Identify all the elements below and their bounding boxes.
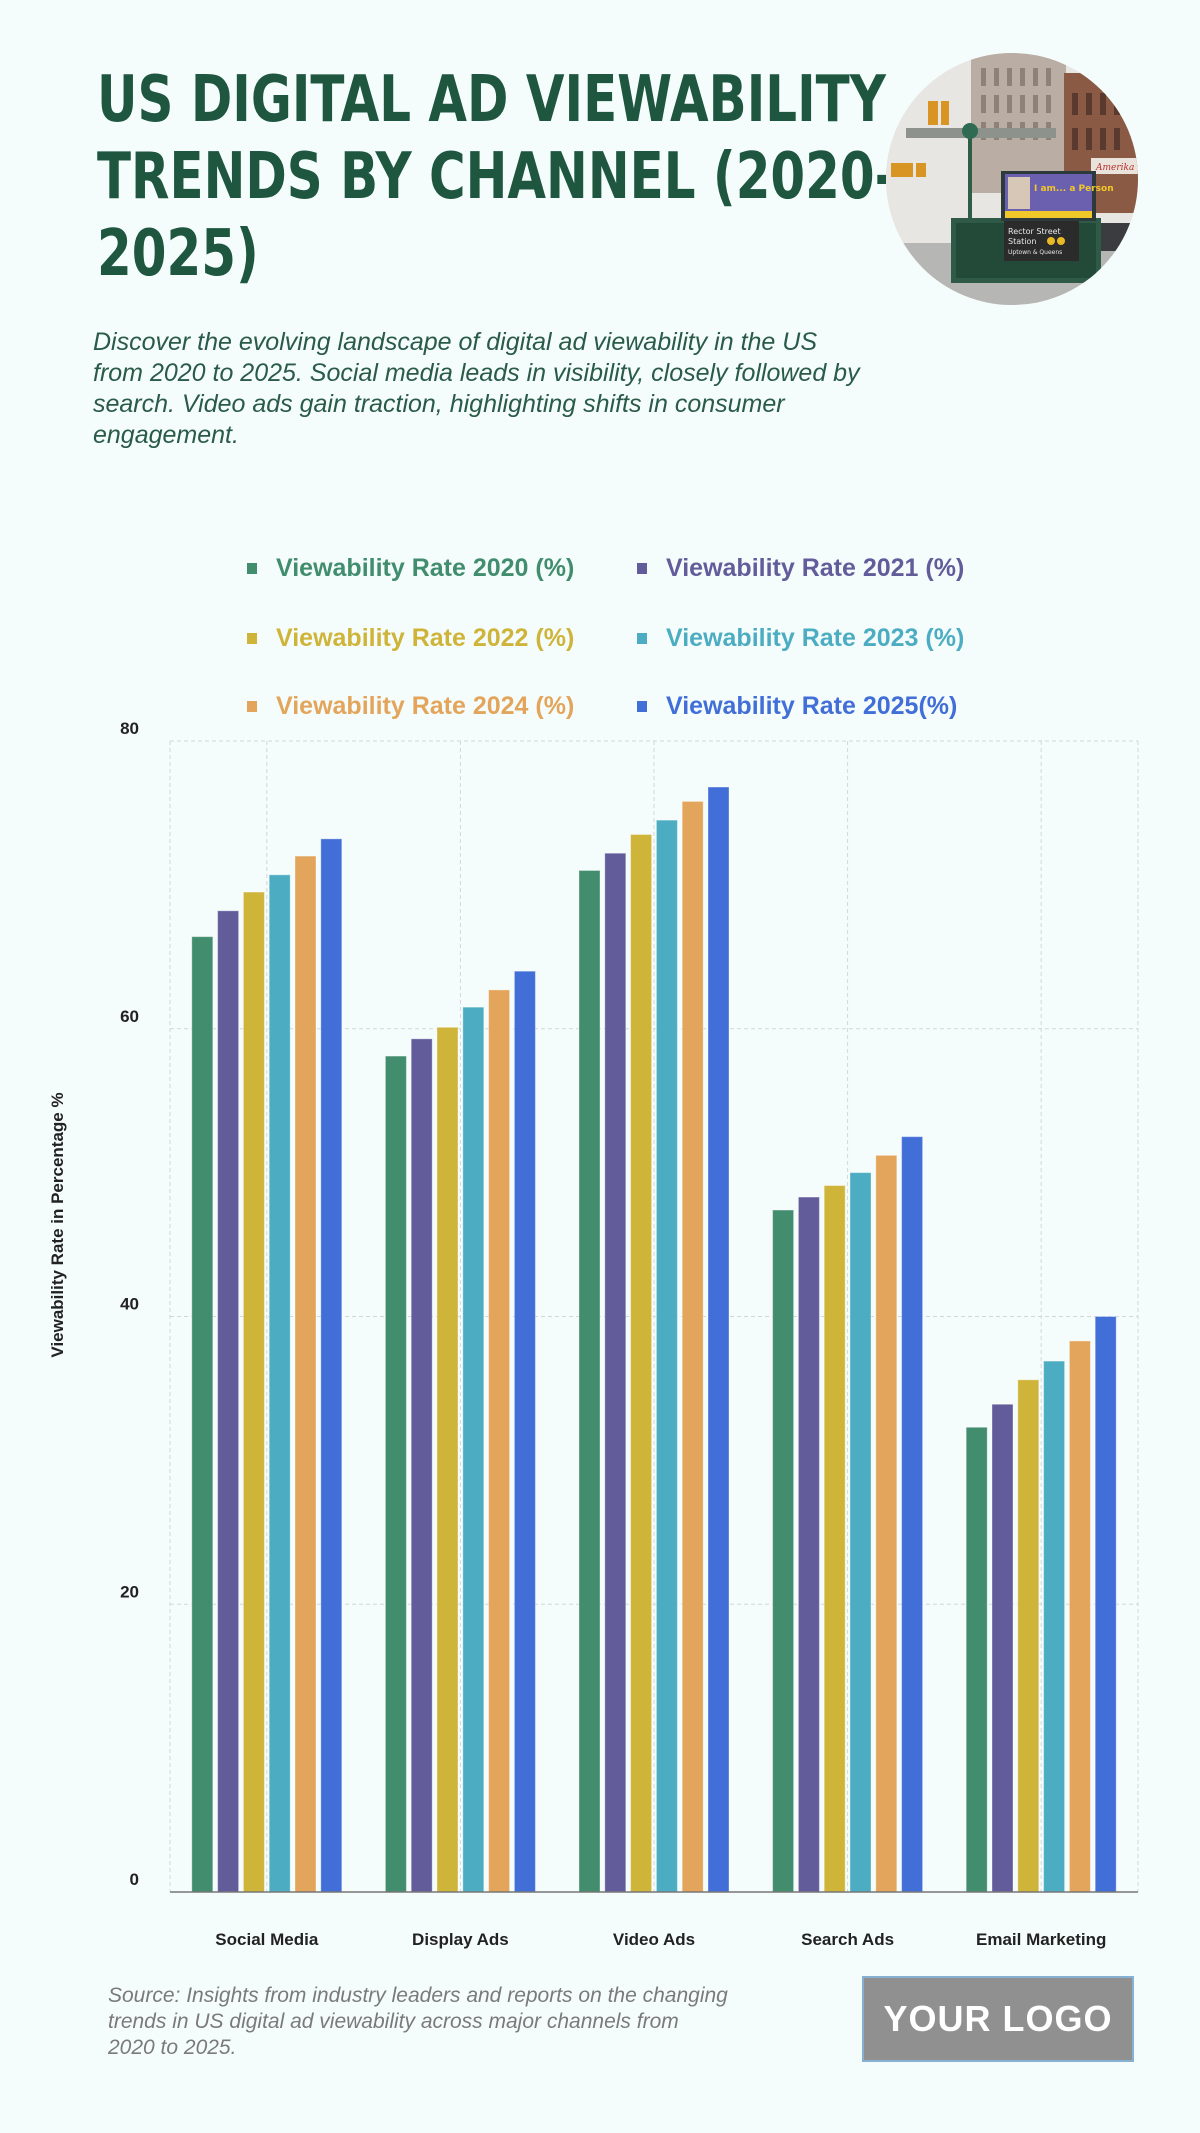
legend-item[interactable]: Viewability Rate 2024 (%) xyxy=(247,692,574,721)
bar-email-marketing-3 xyxy=(1043,1360,1066,1893)
legend-label: Viewability Rate 2020 (%) xyxy=(276,554,575,582)
legend-swatch-icon xyxy=(637,563,647,574)
y-axis-label: Viewability Rate in Percentage % xyxy=(48,1092,67,1358)
page-title-line: 2025) xyxy=(97,217,259,291)
page-title-line: TRENDS BY CHANNEL (2020- xyxy=(97,140,896,214)
bar-social-media-3 xyxy=(268,874,291,1893)
station-sign-line2: Station xyxy=(1008,237,1036,246)
y-tick-label: 40 xyxy=(120,1295,139,1314)
logo-text: YOUR LOGO xyxy=(883,1998,1113,2039)
bar-display-ads-3 xyxy=(462,1006,485,1893)
bar-search-ads-4 xyxy=(875,1154,898,1893)
bar-video-ads-0 xyxy=(578,869,601,1893)
station-sign-line1: Rector Street xyxy=(1008,227,1061,236)
legend-item[interactable]: Viewability Rate 2020 (%) xyxy=(247,554,574,583)
y-tick-label: 20 xyxy=(120,1582,139,1601)
bar-social-media-1 xyxy=(217,910,240,1893)
page-title: US DIGITAL AD VIEWABILITY TRENDS BY CHAN… xyxy=(97,62,896,293)
bar-search-ads-0 xyxy=(772,1209,795,1893)
bar-email-marketing-2 xyxy=(1017,1379,1040,1893)
bar-email-marketing-4 xyxy=(1068,1340,1091,1893)
legend-label: Viewability Rate 2021 (%) xyxy=(666,554,965,582)
bar-search-ads-3 xyxy=(849,1172,872,1893)
bar-display-ads-1 xyxy=(410,1038,433,1893)
y-tick-label: 0 xyxy=(130,1870,139,1889)
x-tick-label: Video Ads xyxy=(613,1930,695,1949)
legend-label: Viewability Rate 2023 (%) xyxy=(666,624,965,652)
x-tick-label: Email Marketing xyxy=(976,1930,1106,1949)
legend-swatch-icon xyxy=(637,633,647,644)
bar-search-ads-2 xyxy=(823,1185,846,1893)
bar-video-ads-1 xyxy=(604,852,627,1893)
y-tick-label: 60 xyxy=(120,1007,139,1026)
logo-placeholder: YOUR LOGO xyxy=(862,1976,1134,2062)
bar-search-ads-5 xyxy=(901,1136,924,1893)
page-title-line: US DIGITAL AD VIEWABILITY xyxy=(97,63,886,137)
legend-item[interactable]: Viewability Rate 2023 (%) xyxy=(637,624,964,653)
bar-social-media-2 xyxy=(242,891,265,1893)
subway-station-illustration: Amerika Rector Street Station Uptown & Q… xyxy=(886,53,1138,305)
legend-item[interactable]: Viewability Rate 2022 (%) xyxy=(247,624,574,653)
bar-display-ads-4 xyxy=(488,989,511,1893)
bar-search-ads-1 xyxy=(797,1196,820,1893)
x-tick-label: Search Ads xyxy=(801,1930,894,1949)
subway-station-photo: Amerika Rector Street Station Uptown & Q… xyxy=(886,53,1138,305)
billboard-text: I am... a Person xyxy=(1034,184,1114,194)
legend-swatch-icon xyxy=(247,701,257,712)
bar-email-marketing-5 xyxy=(1094,1316,1117,1893)
bar-video-ads-2 xyxy=(630,834,653,1893)
legend-swatch-icon xyxy=(247,633,257,644)
x-tick-label: Display Ads xyxy=(412,1930,509,1949)
y-tick-label: 80 xyxy=(120,719,139,738)
bar-video-ads-5 xyxy=(707,786,730,1893)
legend-item[interactable]: Viewability Rate 2025(%) xyxy=(637,692,957,721)
bar-display-ads-2 xyxy=(436,1026,459,1893)
legend-swatch-icon xyxy=(247,563,257,574)
x-tick-label: Social Media xyxy=(215,1930,319,1949)
bar-video-ads-3 xyxy=(655,819,678,1893)
bar-display-ads-5 xyxy=(513,970,536,1893)
bar-social-media-5 xyxy=(320,838,343,1893)
legend-label: Viewability Rate 2022 (%) xyxy=(276,624,575,652)
legend-swatch-icon xyxy=(637,701,647,712)
svg-text:Amerika: Amerika xyxy=(1095,163,1134,173)
legend-item[interactable]: Viewability Rate 2021 (%) xyxy=(637,554,964,583)
bar-email-marketing-1 xyxy=(991,1403,1014,1893)
legend-label: Viewability Rate 2025(%) xyxy=(666,692,958,720)
bar-video-ads-4 xyxy=(681,800,704,1893)
source-note: Source: Insights from industry leaders a… xyxy=(108,1984,728,2059)
bar-email-marketing-0 xyxy=(965,1426,988,1893)
bar-display-ads-0 xyxy=(384,1055,407,1893)
station-sign-line3: Uptown & Queens xyxy=(1008,249,1062,256)
legend-label: Viewability Rate 2024 (%) xyxy=(276,692,575,720)
bar-social-media-4 xyxy=(294,855,317,1893)
bar-social-media-0 xyxy=(191,936,214,1893)
page-subtitle: Discover the evolving landscape of digit… xyxy=(93,328,860,449)
